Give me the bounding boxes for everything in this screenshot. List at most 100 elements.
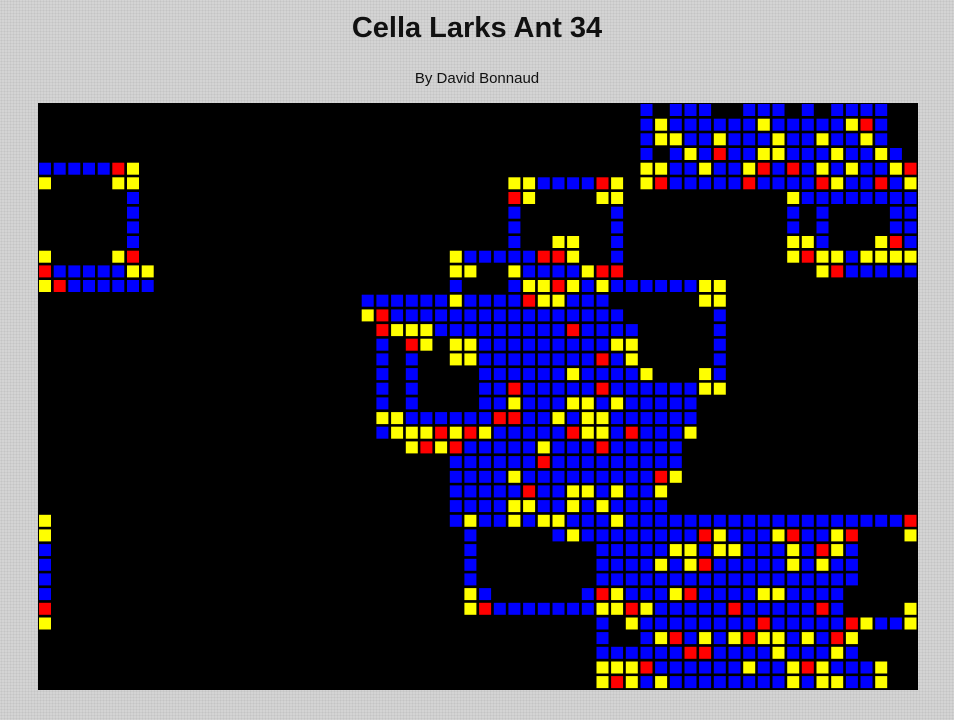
grid-cell-blue [464, 309, 477, 322]
grid-cell-yellow [464, 265, 477, 278]
grid-cell-blue [816, 148, 829, 160]
grid-cell-yellow [508, 514, 521, 527]
grid-cell-blue [625, 456, 638, 469]
grid-cell-yellow [757, 632, 770, 645]
grid-cell-yellow [596, 602, 609, 615]
grid-cell-red [625, 426, 638, 439]
grid-cell-yellow [508, 470, 521, 483]
grid-cell-blue [655, 412, 668, 425]
grid-cell-blue [611, 441, 624, 454]
grid-cell-blue [801, 162, 814, 175]
grid-cell-blue [625, 368, 638, 381]
grid-cell-blue [669, 426, 682, 439]
grid-cell-red [405, 338, 418, 351]
grid-cell-blue [611, 646, 624, 659]
grid-cell-blue [816, 514, 829, 527]
grid-cell-blue [83, 280, 95, 292]
grid-cell-blue [625, 514, 638, 527]
grid-cell-blue [889, 148, 902, 160]
grid-cell-blue [728, 573, 741, 586]
grid-cell-blue [611, 250, 624, 263]
grid-cell-red [904, 514, 917, 527]
grid-cell-red [479, 602, 492, 615]
grid-cell-blue [596, 646, 609, 659]
grid-cell-yellow [816, 133, 829, 146]
grid-cell-yellow [655, 118, 668, 131]
grid-cell-blue [68, 162, 81, 175]
grid-cell-red [655, 177, 668, 190]
grid-cell-blue [845, 558, 858, 571]
grid-cell-blue [743, 602, 756, 615]
grid-cell-blue [816, 646, 829, 659]
grid-cell-red [757, 617, 770, 630]
grid-cell-blue [669, 456, 682, 469]
grid-cell-red [816, 177, 829, 190]
grid-cell-yellow [596, 661, 609, 674]
grid-cell-blue [596, 485, 609, 498]
grid-cell-blue [787, 632, 800, 645]
grid-cell-yellow [552, 236, 565, 248]
grid-cell-blue [713, 324, 726, 337]
grid-cell-blue [757, 529, 770, 542]
grid-cell-blue [875, 617, 888, 630]
grid-cell-yellow [787, 558, 800, 571]
grid-cell-blue [743, 133, 756, 146]
grid-cell-yellow [713, 544, 726, 557]
grid-cell-blue [757, 661, 770, 674]
grid-cell-yellow [581, 485, 594, 498]
grid-cell-blue [640, 148, 653, 160]
grid-cell-yellow [523, 500, 536, 513]
grid-cell-blue [376, 397, 389, 410]
grid-cell-blue [552, 456, 565, 469]
grid-cell-blue [713, 368, 726, 381]
grid-cell-yellow [508, 397, 521, 410]
grid-cell-yellow [713, 529, 726, 542]
grid-cell-blue [684, 602, 697, 615]
grid-cell-yellow [625, 617, 638, 630]
grid-cell-yellow [127, 162, 139, 175]
grid-cell-yellow [875, 661, 888, 674]
grid-cell-blue [537, 426, 550, 439]
grid-cell-yellow [860, 133, 873, 146]
grid-cell-blue [743, 676, 756, 689]
grid-cell-red [875, 177, 888, 190]
grid-cell-yellow [464, 338, 477, 351]
grid-cell-blue [640, 588, 653, 601]
grid-cell-yellow [655, 133, 668, 146]
grid-cell-red [655, 470, 668, 483]
grid-cell-blue [611, 236, 624, 248]
grid-cell-blue [127, 280, 139, 292]
grid-cell-blue [669, 617, 682, 630]
grid-cell-red [625, 602, 638, 615]
grid-cell-blue [127, 221, 139, 234]
grid-cell-blue [376, 353, 389, 366]
grid-cell-blue [684, 104, 697, 116]
grid-cell-red [464, 426, 477, 439]
grid-cell-blue [508, 353, 521, 366]
grid-cell-yellow [405, 441, 418, 454]
ant-grid-canvas[interactable] [38, 103, 918, 690]
grid-cell-blue [669, 573, 682, 586]
grid-cell-red [53, 280, 66, 292]
grid-cell-blue [713, 514, 726, 527]
grid-cell-blue [713, 177, 726, 190]
grid-cell-red [743, 177, 756, 190]
grid-cell-yellow [567, 250, 580, 263]
grid-cell-blue [816, 632, 829, 645]
grid-cell-yellow [816, 661, 829, 674]
grid-cell-blue [479, 324, 492, 337]
grid-cell-red [728, 602, 741, 615]
grid-cell-blue [537, 177, 550, 190]
grid-cell-blue [567, 294, 580, 307]
grid-cell-blue [420, 294, 433, 307]
grid-cell-blue [699, 177, 712, 190]
grid-cell-blue [479, 338, 492, 351]
grid-cell-yellow [537, 294, 550, 307]
grid-cell-yellow [787, 661, 800, 674]
grid-cell-blue [669, 177, 682, 190]
grid-cell-blue [640, 558, 653, 571]
grid-cell-blue [449, 456, 462, 469]
grid-cell-red [596, 265, 609, 278]
grid-cell-yellow [787, 676, 800, 689]
grid-cell-blue [625, 280, 638, 292]
